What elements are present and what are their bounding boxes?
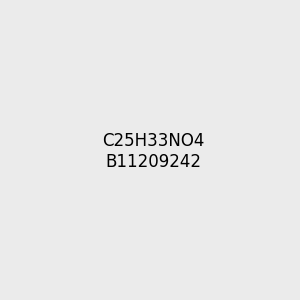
Text: C25H33NO4
B11209242: C25H33NO4 B11209242: [103, 132, 205, 171]
